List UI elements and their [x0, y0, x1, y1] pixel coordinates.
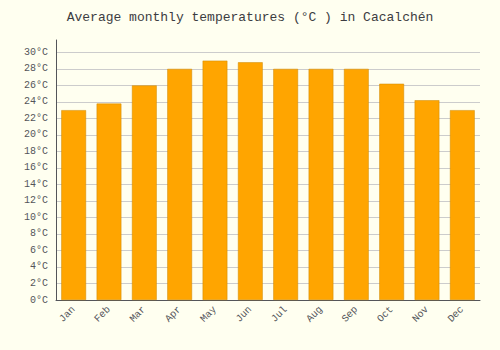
svg-text:22°C: 22°C — [24, 113, 48, 124]
svg-text:May: May — [198, 304, 218, 324]
svg-text:Apr: Apr — [163, 304, 183, 324]
svg-text:26°C: 26°C — [24, 80, 48, 91]
svg-text:Mar: Mar — [128, 304, 148, 324]
svg-text:24°C: 24°C — [24, 96, 48, 107]
svg-text:Average monthly temperatures (: Average monthly temperatures (°C ) in Ca… — [67, 10, 434, 25]
svg-text:2°C: 2°C — [30, 278, 48, 289]
svg-text:Jun: Jun — [234, 304, 254, 324]
svg-text:8°C: 8°C — [30, 228, 48, 239]
svg-text:16°C: 16°C — [24, 162, 48, 173]
svg-text:14°C: 14°C — [24, 179, 48, 190]
svg-text:Feb: Feb — [92, 304, 112, 324]
svg-text:12°C: 12°C — [24, 195, 48, 206]
svg-text:6°C: 6°C — [30, 245, 48, 256]
svg-text:Dec: Dec — [446, 304, 466, 324]
svg-text:0°C: 0°C — [30, 295, 48, 306]
svg-text:4°C: 4°C — [30, 261, 48, 272]
svg-text:10°C: 10°C — [24, 212, 48, 223]
svg-text:Sep: Sep — [340, 304, 360, 324]
svg-text:Nov: Nov — [410, 304, 430, 324]
svg-text:28°C: 28°C — [24, 63, 48, 74]
svg-text:30°C: 30°C — [24, 47, 48, 58]
svg-text:20°C: 20°C — [24, 129, 48, 140]
svg-text:18°C: 18°C — [24, 146, 48, 157]
svg-text:Aug: Aug — [304, 304, 324, 324]
svg-text:Jul: Jul — [269, 304, 289, 324]
svg-text:Jan: Jan — [57, 304, 77, 324]
svg-text:Oct: Oct — [375, 304, 395, 324]
